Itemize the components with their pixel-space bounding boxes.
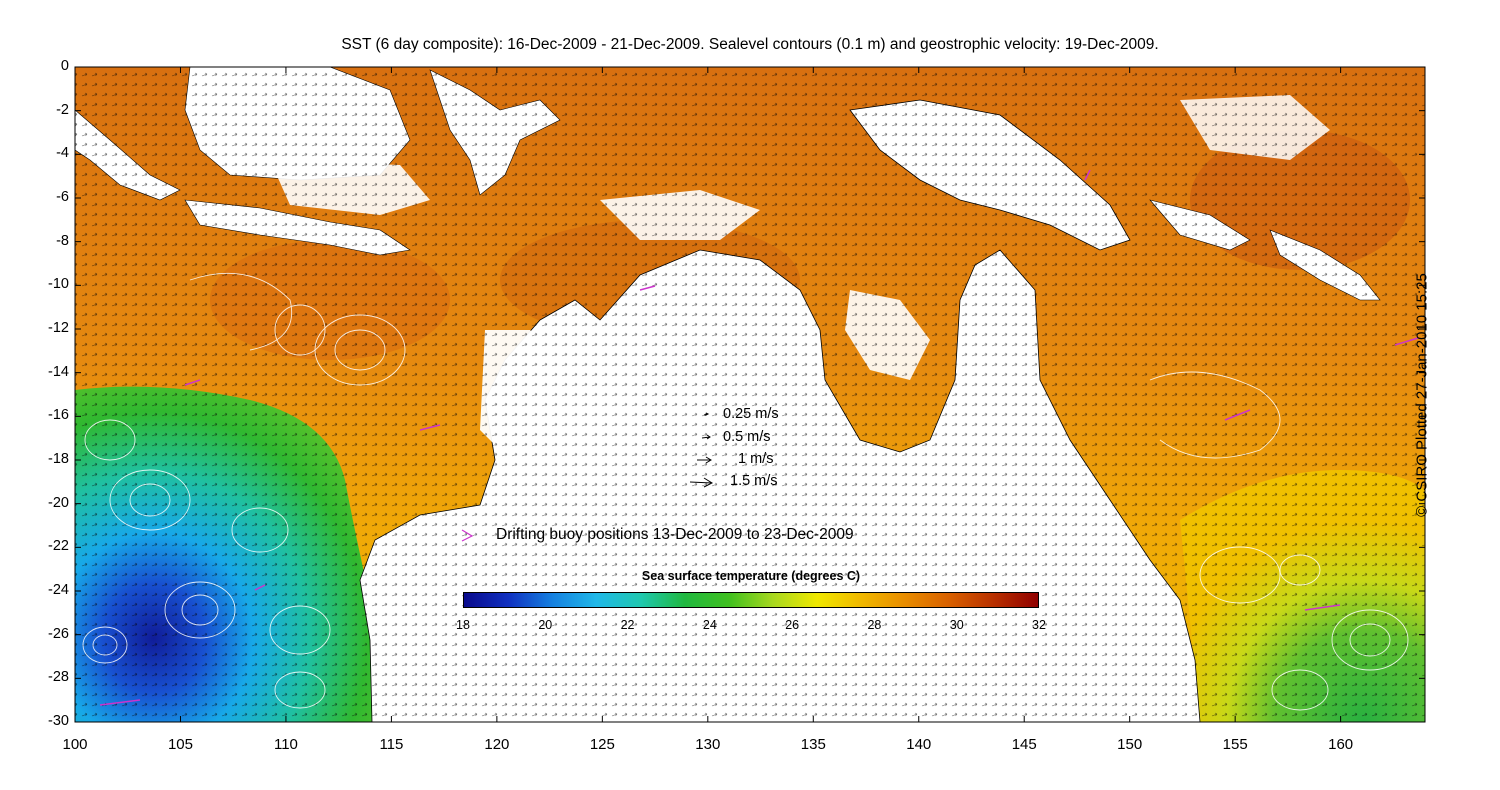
x-tick-label: 135 (800, 736, 826, 753)
x-tick-label: 140 (906, 736, 932, 753)
figure-title: SST (6 day composite): 16-Dec-2009 - 21-… (341, 36, 1159, 53)
colorbar-tick-label: 22 (620, 618, 635, 632)
buoy-legend-label: Drifting buoy positions 13-Dec-2009 to 2… (496, 526, 854, 543)
y-tick-label: -28 (48, 669, 69, 686)
y-tick-label: -8 (56, 232, 69, 249)
y-tick-label: -10 (48, 276, 69, 293)
sealevel-contours (82, 272, 1409, 711)
y-tick-label: -24 (48, 582, 69, 598)
colorbar-tick-label: 32 (1032, 618, 1046, 632)
y-tick-label: 0 (60, 58, 69, 74)
x-tick-label: 130 (695, 736, 721, 753)
x-tick-label: 120 (484, 736, 510, 753)
x-tick-label: 110 (273, 736, 298, 753)
velocity-legend-arrows (689, 412, 714, 488)
plot-frame (74, 66, 1426, 723)
velocity-legend-label: 0.25 m/s (723, 406, 779, 422)
arrow-1-5 (689, 477, 714, 488)
velocity-legend-label: 1 m/s (738, 451, 774, 467)
arrow-0-5 (701, 434, 711, 440)
y-tick-label: -2 (56, 101, 69, 118)
velocity-legend-label: 1.5 m/s (730, 473, 778, 489)
y-tick-label: -26 (48, 625, 69, 642)
x-tick-label: 125 (589, 736, 615, 753)
x-tick-label: 145 (1011, 736, 1037, 753)
colorbar-tick-label: 30 (949, 618, 964, 632)
colorbar-tick-label: 20 (538, 618, 553, 632)
y-tick-label: -14 (48, 363, 69, 380)
arrow-1 (697, 456, 712, 464)
colorbar-tick-label: 26 (785, 618, 800, 632)
y-tick-label: -12 (48, 320, 69, 336)
sst-colorbar (463, 592, 1039, 608)
velocity-legend-label: 0.5 m/s (723, 429, 771, 445)
x-tick-label: 155 (1222, 736, 1248, 753)
x-tick-label: 160 (1328, 736, 1354, 753)
y-tick-label: -6 (56, 189, 69, 205)
axis-ticks (74, 66, 1425, 723)
y-tick-label: -22 (48, 538, 69, 555)
x-tick-label: 100 (62, 736, 88, 753)
x-tick-label: 105 (167, 736, 193, 753)
colorbar-tick-label: 18 (456, 618, 470, 632)
y-tick-label: -4 (56, 145, 69, 162)
colorbar-title: Sea surface temperature (degrees C) (641, 569, 861, 583)
buoy-legend-icon (461, 529, 474, 542)
colorbar-tick-label: 24 (702, 618, 717, 632)
arrow-0-25 (703, 412, 710, 416)
y-tick-label: -20 (48, 494, 69, 511)
y-tick-label: -18 (48, 451, 69, 467)
y-tick-label: -30 (48, 713, 69, 729)
x-tick-label: 115 (379, 736, 404, 753)
x-tick-label: 150 (1117, 736, 1143, 753)
velocity-arrow-field (75, 67, 1425, 722)
y-tick-label: -16 (48, 407, 69, 424)
buoy-tracks (99, 169, 1419, 706)
credit-text: © CSIRO Plotted 27-Jan-2010 15:25 (1413, 273, 1431, 517)
colorbar-tick-label: 28 (867, 618, 882, 632)
